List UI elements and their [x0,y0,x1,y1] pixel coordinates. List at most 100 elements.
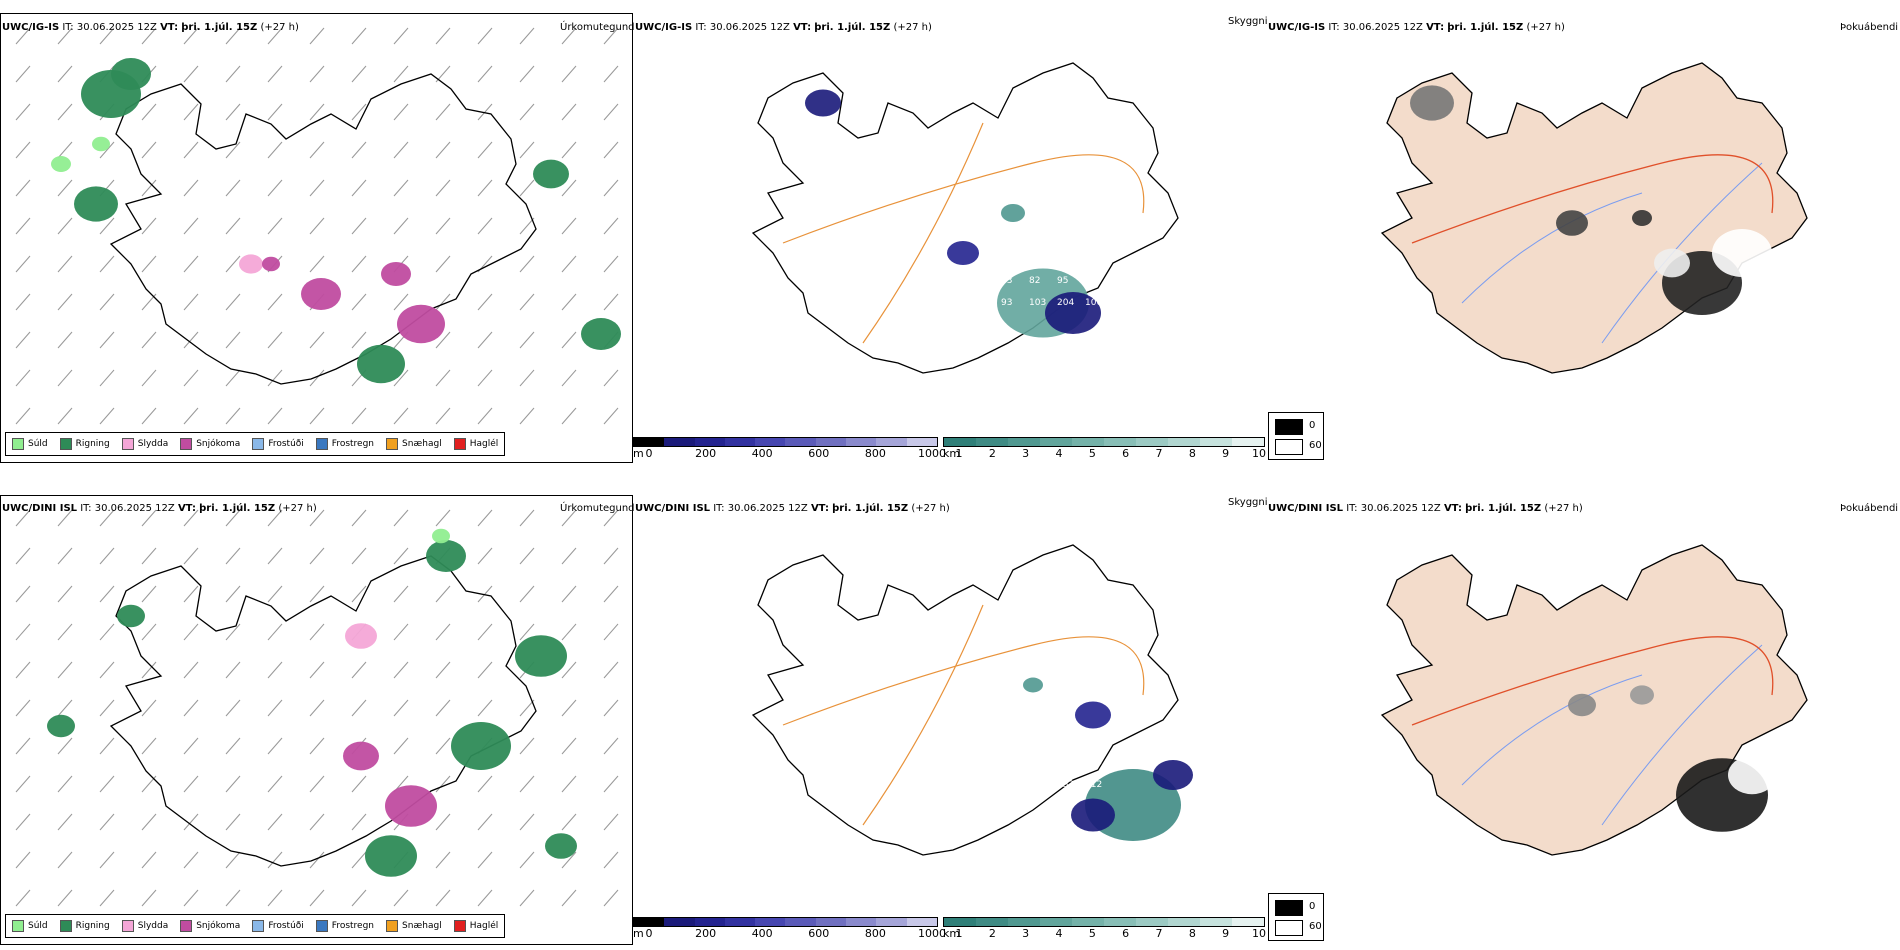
ceiling-value-label: 51 [1001,758,1012,768]
legend-label: Rigning [75,921,110,931]
header-ceiling-row1: UWC/IG-IS IT: 30.06.2025 12Z VT: þri. 1.… [635,22,932,33]
wind-barb [477,179,493,197]
panel-title-precip-row1: Úrkomutegund [560,22,635,33]
wind-barb [183,103,199,121]
wind-barb [15,775,31,793]
visibility-colorbar-row2: km 1 2 3 4 5 6 7 8 9 10 [943,917,1266,945]
wind-barb [309,141,325,159]
wind-barb [519,585,535,603]
wind-barb [603,813,619,831]
wind-barb [435,141,451,159]
wind-barb [477,293,493,311]
wind-barb [393,889,409,907]
wind-barb [561,407,577,425]
wind-barb [435,369,451,387]
wind-barb [561,623,577,641]
colorbar-tick: 800 [864,447,886,460]
wind-barb [99,509,115,527]
colorbar-tick: 2 [988,447,996,460]
wind-barb [15,293,31,311]
wind-barb [141,369,157,387]
panel-title-fog-row2: Þokuábendi [1840,503,1899,514]
wind-barb [477,775,493,793]
wind-barb [225,369,241,387]
wind-barb [603,407,619,425]
colorbar-bin [1104,918,1136,926]
cloud-ceiling-area [1071,798,1115,832]
wind-barb [603,547,619,565]
wind-barb [57,547,73,565]
wind-barb [603,65,619,83]
visibility-colorbar-strip [943,917,1265,927]
ceiling-value-label: 109 [1085,758,1102,768]
colorbar-bin [876,918,907,926]
legend-swatch [252,438,265,450]
colorbar-bin [785,438,816,446]
wind-barb [603,851,619,869]
colorbar-bin [664,918,695,926]
colorbar-bin [694,438,725,446]
iceland-coastline [109,73,537,385]
wind-barb [393,103,409,121]
precip-area [451,722,511,770]
wind-barb [225,293,241,311]
legend-swatch [252,920,265,932]
wind-barb [183,585,199,603]
wind-barb [267,585,283,603]
colorbar-tick: 9 [1222,447,1230,460]
wind-barb [267,65,283,83]
wind-barb [519,331,535,349]
wind-barb [519,369,535,387]
wind-barb [561,775,577,793]
legend-swatch [180,920,193,932]
wind-barb [603,889,619,907]
colorbar-tick: 0 [645,927,653,940]
legend-label: Snæhagl [402,439,442,449]
colorbar-tick: 400 [751,447,773,460]
wind-barb [225,661,241,679]
legend-label: Snjókoma [196,439,241,449]
precip-area [345,623,377,649]
wind-barb [267,103,283,121]
colorbar-tick: 4 [1055,927,1063,940]
wind-barb [603,623,619,641]
wind-barb [141,509,157,527]
wind-barb [183,65,199,83]
ceiling-colorbar-strip [633,437,938,447]
wind-barb [477,813,493,831]
colorbar-bin [1008,918,1040,926]
colorbar-bin [1136,918,1168,926]
wind-barb [141,27,157,45]
fog-index-area [1728,755,1776,795]
wind-barb [309,813,325,831]
wind-barb [561,889,577,907]
legend-label: Súld [28,921,48,931]
ceiling-map-row1: 77 93 82 95 16 11 93 103 204 100 [751,62,1179,374]
panel-fog-row1 [1267,13,1900,463]
fog-legend-label: 0 [1309,420,1316,431]
wind-barb [351,699,367,717]
wind-barb [435,407,451,425]
wind-barb [309,547,325,565]
wind-barb [519,217,535,235]
wind-barb [57,407,73,425]
wind-barb [351,851,367,869]
wind-barb [477,661,493,679]
wind-barb [225,737,241,755]
wind-barb [225,585,241,603]
roads [1411,636,1774,726]
wind-barb [15,851,31,869]
wind-barb [477,141,493,159]
wind-barb [477,369,493,387]
fog-legend-row1: 0 60 [1268,412,1324,460]
wind-barb [183,623,199,641]
wind-barb [561,65,577,83]
wind-barb [99,547,115,565]
panel-title-ceiling-row2: Skyggni [1228,497,1268,508]
ceiling-value-label: 70 [973,780,985,790]
wind-barb [351,509,367,527]
colorbar-tick: 400 [751,927,773,940]
visibility-unit: km [943,927,961,940]
wind-barb [519,623,535,641]
wind-barb [141,585,157,603]
